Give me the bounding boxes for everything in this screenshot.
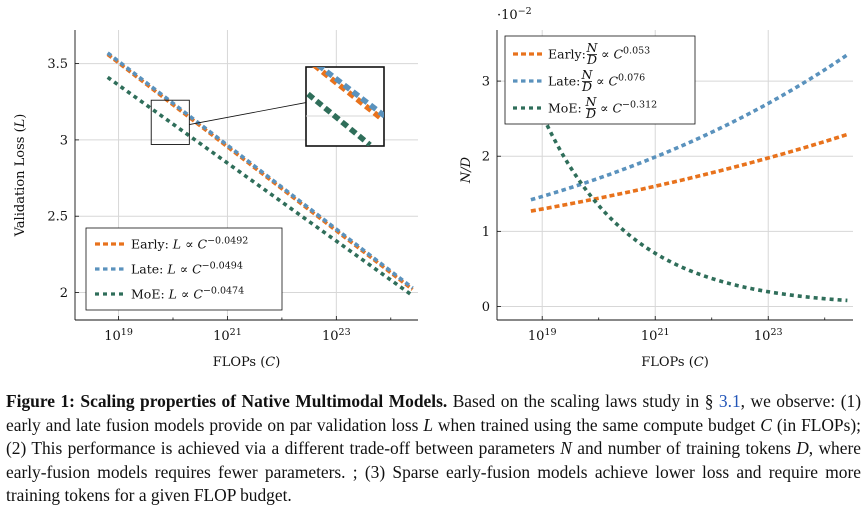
legend-frac-num: N	[586, 40, 599, 55]
x-tick-label: 1019	[528, 327, 557, 345]
legend-frac-den: D	[581, 79, 592, 94]
y-tick-label: 2	[60, 286, 68, 301]
caption-text-3: when trained using the same compute budg…	[433, 414, 761, 435]
figure-1: 1019 1021 1023 2 2.5 3 3.5 FLOPs (C) Validation …	[13, 6, 853, 370]
inset-line-moe	[306, 91, 372, 146]
y-tick-label: 3	[60, 133, 68, 148]
var-L: L	[423, 414, 433, 435]
zoom-region-box	[150, 99, 190, 145]
y-tick-label: 3	[482, 75, 490, 90]
legend-frac-den: D	[585, 106, 596, 121]
legend-entry-rel: ∝ C−0.312	[600, 99, 657, 116]
legend-entry-prefix: MoE:	[548, 101, 582, 116]
legend-entry-rel: ∝ C0.076	[596, 72, 645, 89]
series-line-moe	[529, 87, 848, 303]
x-axis-label: FLOPs (C)	[213, 355, 281, 370]
y-tick-label: 2.5	[47, 210, 68, 225]
series-line-late	[530, 53, 849, 202]
x-axis-label: FLOPs (C)	[641, 355, 709, 370]
zoom-connector	[189, 102, 307, 125]
y-axis-label: N/D	[459, 156, 474, 184]
legend-box	[85, 227, 283, 311]
section-ref-link[interactable]: 3.1	[718, 391, 741, 411]
legend-box	[504, 35, 696, 125]
legend-entry: Late: L ∝ C−0.0494	[131, 260, 243, 277]
x-tick-label: 1019	[104, 327, 133, 345]
chart-left: 1019 1021 1023 2 2.5 3 3.5 FLOPs (C) Validation …	[13, 30, 418, 370]
y-tick-label: 1	[482, 225, 490, 240]
caption-label: Figure 1: Scaling properties of Native M…	[6, 391, 448, 411]
caption-text-5: and number of training tokens	[571, 438, 797, 458]
y-tick-label: 3.5	[47, 57, 68, 72]
series-group	[106, 51, 414, 298]
legend-entry-prefix: Early:	[548, 47, 586, 62]
legend-frac-num: N	[581, 67, 594, 82]
x-tick-label: 1021	[213, 327, 242, 345]
legend-frac-den: D	[586, 52, 597, 67]
series-line-moe	[106, 75, 414, 298]
legend-entry: Early: L ∝ C−0.0492	[131, 235, 248, 252]
y-tick-label: 2	[482, 150, 490, 165]
y-axis-label: Validation Loss (L)	[13, 114, 28, 238]
var-C: C	[760, 414, 772, 435]
var-D: D	[796, 438, 809, 458]
legend-frac-num: N	[585, 94, 598, 109]
legend-entry-prefix: Late:	[548, 74, 580, 89]
x-tick-label: 1021	[641, 327, 670, 345]
figure-caption: Figure 1: Scaling properties of Native M…	[6, 390, 861, 508]
scale-factor-label: ·10−2	[497, 6, 532, 24]
series-group	[529, 53, 849, 303]
caption-text-1: Based on the scaling laws study in §	[447, 391, 719, 411]
inset-series	[306, 67, 384, 146]
inset-line-late	[316, 67, 384, 119]
x-tick-label: 1023	[322, 327, 351, 345]
caption-text-6: , where early-fusion models requires few…	[6, 438, 861, 505]
y-tick-label: 0	[482, 300, 490, 315]
var-N: N	[560, 438, 572, 458]
series-line-early	[530, 132, 848, 213]
x-tick-label: 1023	[754, 327, 783, 345]
caption-text-2: , we observe: (1) early and late fusion …	[6, 391, 861, 435]
caption-text-4: (in FLOPs); (2) This performance is achi…	[6, 414, 861, 459]
series-line-late	[106, 51, 414, 290]
legend-entry: MoE: L ∝ C−0.0474	[131, 285, 244, 302]
legend-entry-rel: ∝ C0.053	[601, 45, 650, 62]
